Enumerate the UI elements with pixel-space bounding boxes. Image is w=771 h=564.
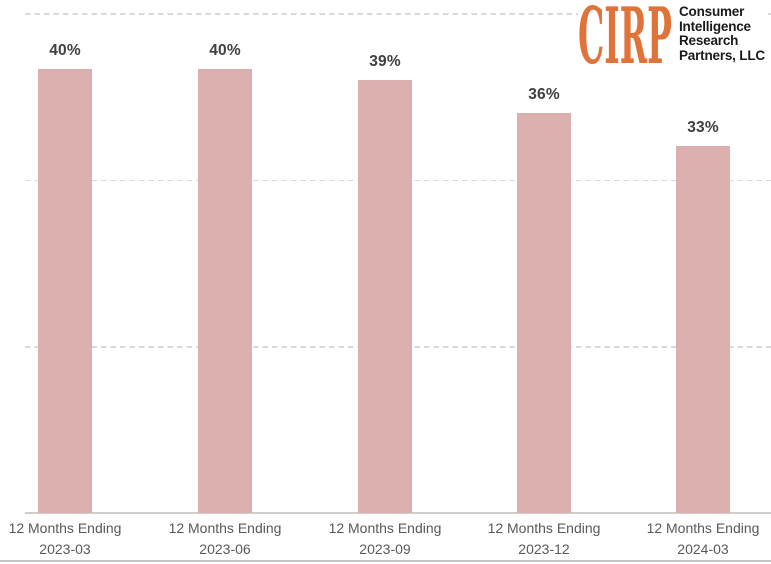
logo-name-line: Consumer [679,4,745,19]
category-label-prefix: 12 Months Ending [487,520,601,536]
logo-name-line: Research [679,33,739,49]
category-label: 12 Months Ending 2023-12 [459,518,629,560]
cirp-logo: CIRP Consumer Intelligence Research Partner… [578,3,768,67]
bar-value-label: 40% [49,41,81,59]
category-label-prefix: 12 Months Ending [328,520,442,536]
cirp-logo-acronym: CIRP [578,3,672,67]
category-label-period: 2023-06 [199,541,251,557]
category-label-prefix: 12 Months Ending [168,520,282,536]
gridline [25,13,771,15]
category-label-period: 2024-03 [677,541,729,557]
bar [676,146,730,513]
bar-value-label: 39% [369,52,401,70]
bar-value-label: 33% [687,119,719,137]
category-label-period: 2023-09 [359,541,411,557]
bar [517,113,571,513]
logo-name-line: Partners, LLC [679,47,765,63]
category-label: 12 Months Ending 2023-09 [300,518,470,560]
category-label-prefix: 12 Months Ending [8,520,122,536]
logo-name-line: Intelligence [679,18,751,34]
category-label: 12 Months Ending 2023-06 [140,518,310,560]
category-label: 12 Months Ending 2023-03 [0,518,150,560]
category-label-period: 2023-12 [518,541,570,557]
cirp-logo-name: Consumer Intelligence Research Partners, LL… [679,4,765,63]
bar [38,68,92,513]
bar-value-label: 40% [209,41,241,59]
category-label-period: 2023-03 [39,541,91,557]
category-label: 12 Months Ending 2024-03 [618,518,771,560]
cirp-logo-mark-icon: CIRP [578,3,672,67]
bar-value-label: 36% [528,86,560,103]
bar [198,68,252,513]
category-label-prefix: 12 Months Ending [646,520,760,536]
bar [358,79,412,513]
bottom-border-line [0,560,771,562]
